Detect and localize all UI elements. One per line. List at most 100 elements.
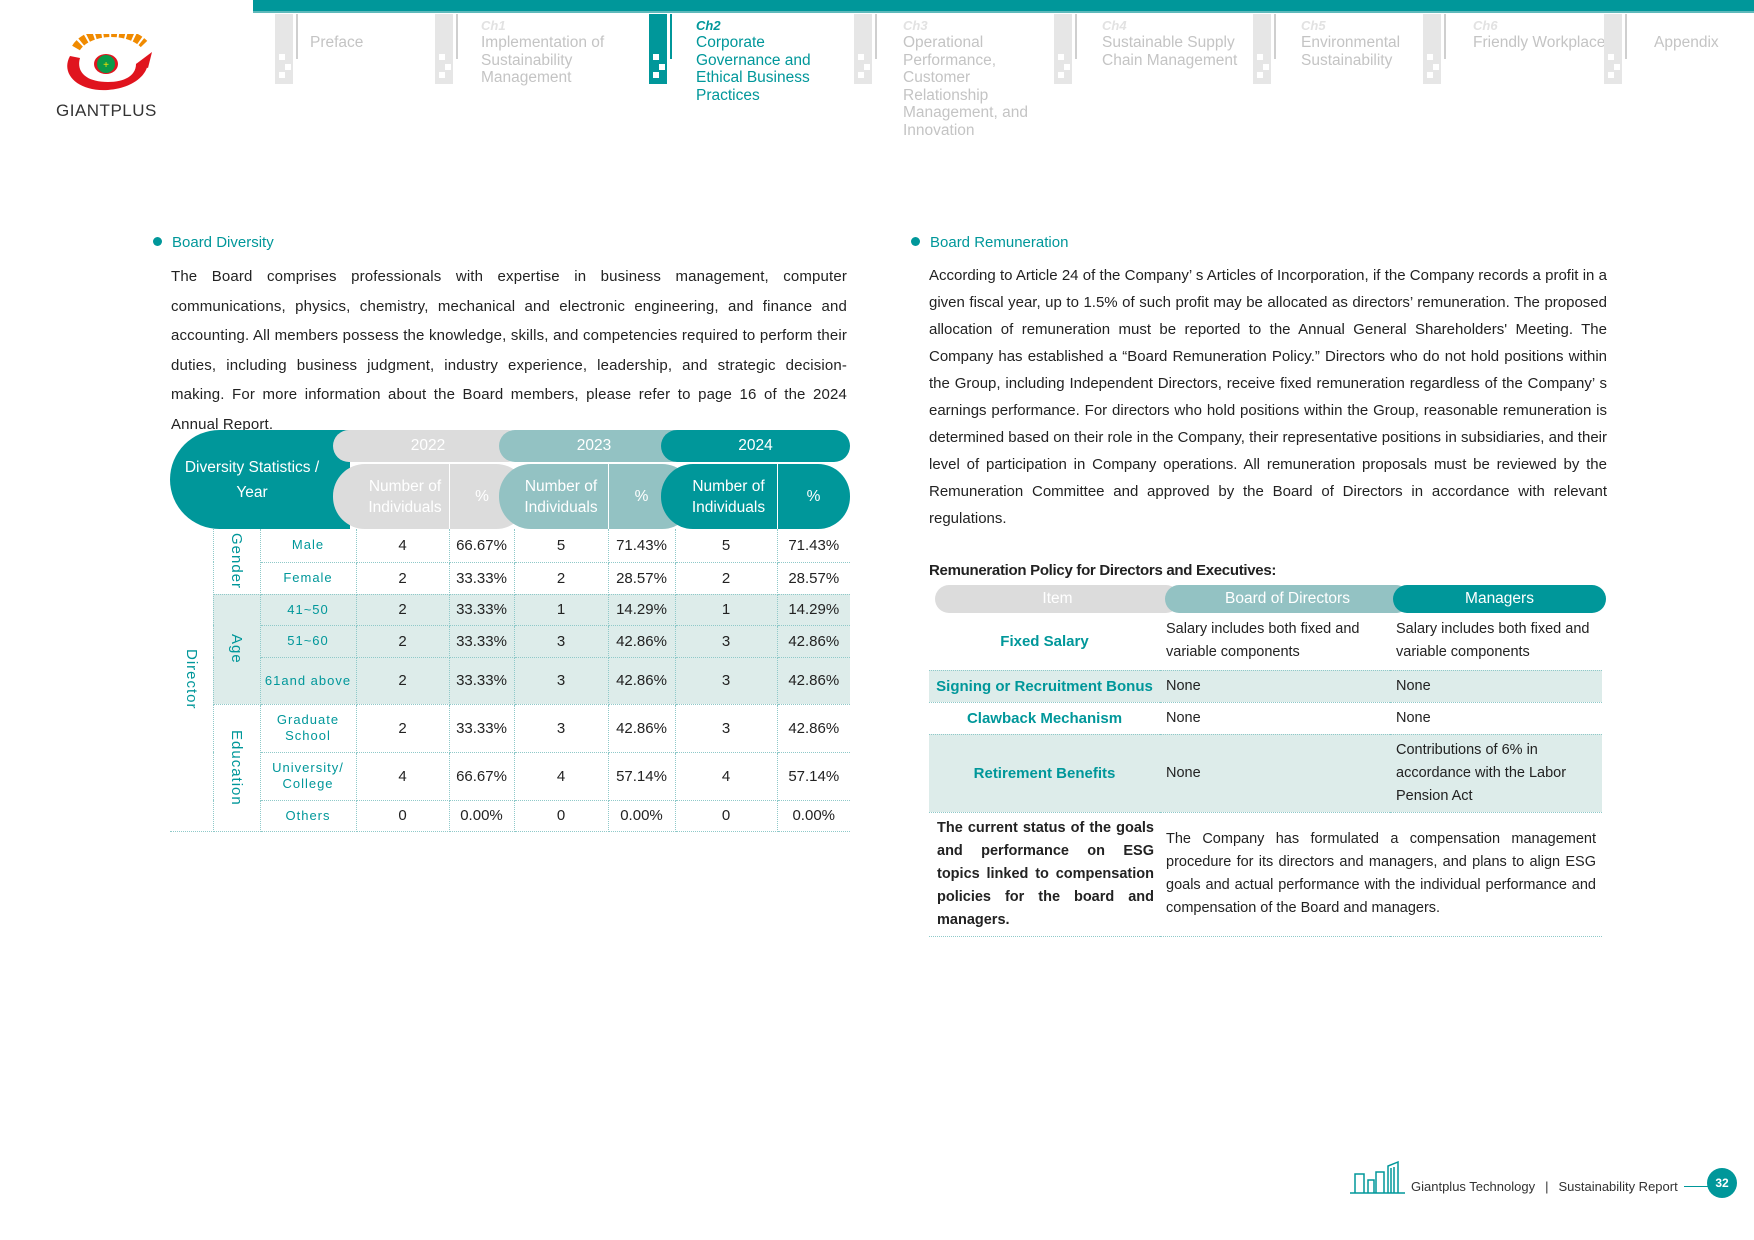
board-cell: None [1160,734,1390,813]
percent-cell: 71.43% [777,529,850,563]
bullet-icon [153,237,162,246]
category-gender: Gender [212,529,261,595]
count-cell: 0 [356,800,450,832]
percent-cell: 66.67% [449,529,515,563]
sub-2023-num: Number of Individuals [524,477,598,516]
table-row: 51~60 2 33.33% 3 42.86% 3 42.86% [170,625,850,658]
item-cell: Fixed Salary [929,613,1160,671]
count-cell: 3 [675,625,778,658]
percent-cell: 42.86% [608,657,676,705]
count-cell: 3 [514,704,609,753]
nav-item-ch3[interactable]: Ch3 Operational Performance, Customer Re… [850,14,1053,144]
bullet-icon [911,237,920,246]
row-label: 61and above [260,657,357,705]
count-cell: 5 [675,529,778,563]
chapter-label: Implementation of Sustainability Managem… [481,34,605,86]
chapter-number: Ch5 [1301,18,1326,33]
nav-item-ch4[interactable]: Ch4 Sustainable Supply Chain Management [1050,14,1252,144]
sub-2022-num: Number of Individuals [368,477,442,516]
chapter-building-icon [431,14,461,99]
table-corner-header: Diversity Statistics / Year [170,430,350,529]
percent-cell: 66.67% [449,752,515,801]
table-row: The current status of the goals and perf… [929,812,1602,937]
logo: + GIANTPLUS [56,27,161,120]
percent-cell: 28.57% [608,562,676,595]
board-diversity-title: Board Diversity [172,234,274,251]
count-cell: 2 [356,657,450,705]
category-age: Age [212,594,261,705]
chapter-building-icon [1600,14,1630,99]
chapter-number: Ch4 [1102,18,1127,33]
count-cell: 3 [675,657,778,705]
managers-cell: None [1390,702,1602,735]
category-education: Education [212,704,261,832]
percent-cell: 33.33% [449,625,515,658]
footer-company: Giantplus Technology [1411,1179,1536,1194]
top-bar [253,0,1754,13]
count-cell: 0 [514,800,609,832]
percent-cell: 33.33% [449,704,515,753]
count-cell: 3 [514,625,609,658]
board-cell: None [1160,702,1390,735]
table-row: 61and above 2 33.33% 3 42.86% 3 42.86% [170,657,850,705]
board-remuneration-paragraph: According to Article 24 of the Company’ … [929,267,1607,527]
nav-item-appendix[interactable]: Appendix [1600,14,1754,144]
footer-separator: | [1545,1179,1549,1194]
table-row: Female 2 33.33% 2 28.57% 2 28.57% [170,562,850,595]
nav-item-ch6[interactable]: Ch6 Friendly Workplace [1419,14,1623,144]
city-buildings-icon [1350,1160,1405,1194]
nav-item-ch1[interactable]: Ch1 Implementation of Sustainability Man… [431,14,631,144]
percent-cell: 28.57% [777,562,850,595]
year-2024-header: 2024 [661,430,850,462]
percent-cell: 0.00% [777,800,850,832]
giantplus-logo-icon: + [67,27,152,91]
percent-cell: 42.86% [777,657,850,705]
count-cell: 1 [514,594,609,626]
nav-item-ch5[interactable]: Ch5 Environmental Sustainability [1249,14,1451,144]
managers-cell: None [1390,670,1602,703]
managers-cell: Contributions of 6% in accordance with t… [1390,734,1602,813]
row-label: Graduate School [260,704,357,753]
percent-cell: 57.14% [777,752,850,801]
header-board: Board of Directors [1165,585,1410,613]
count-cell: 4 [356,529,450,563]
header-item: Item [935,585,1180,613]
board-remuneration-title: Board Remuneration [930,234,1069,251]
sub-2022 [333,464,528,529]
nav-item-ch2[interactable]: Ch2 Corporate Governance and Ethical Bus… [645,14,846,144]
nav-item-preface[interactable]: Preface [271,14,460,144]
percent-cell: 14.29% [777,594,850,626]
chapter-building-icon [1050,14,1080,99]
footer-report: Sustainability Report [1558,1179,1678,1194]
percent-cell: 42.86% [777,704,850,753]
chapter-building-icon [850,14,880,99]
row-label: Female [260,562,357,595]
count-cell: 2 [356,594,450,626]
item-cell: Signing or Recruitment Bonus [929,670,1160,703]
percent-cell: 42.86% [608,704,676,753]
chapter-building-icon [645,14,675,99]
chapter-label: Operational Performance, Customer Relati… [903,34,1028,139]
chapter-number: Ch1 [481,18,506,33]
esg-text-cell: The Company has formulated a compensatio… [1160,812,1602,937]
count-cell: 2 [356,562,450,595]
count-cell: 2 [675,562,778,595]
chapter-number: Ch3 [903,18,928,33]
count-cell: 2 [514,562,609,595]
year-2022-header: 2022 [333,430,523,462]
row-label: 51~60 [260,625,357,658]
board-cell: None [1160,670,1390,703]
diversity-table-body: Director Gender Male 4 66.67% 5 71.43% 5 71.43% F… [170,529,850,832]
percent-cell: 42.86% [608,625,676,658]
percent-cell: 33.33% [449,657,515,705]
row-label: Male [260,529,357,563]
count-cell: 1 [675,594,778,626]
remuneration-table-title: Remuneration Policy for Directors and Ex… [929,562,1277,579]
count-cell: 3 [675,704,778,753]
chapter-number: Ch2 [696,18,721,33]
board-cell: Salary includes both fixed and variable … [1160,613,1390,671]
count-cell: 2 [356,625,450,658]
svg-text:+: + [103,60,109,71]
chapter-label: Environmental Sustainability [1301,34,1401,69]
count-cell: 5 [514,529,609,563]
